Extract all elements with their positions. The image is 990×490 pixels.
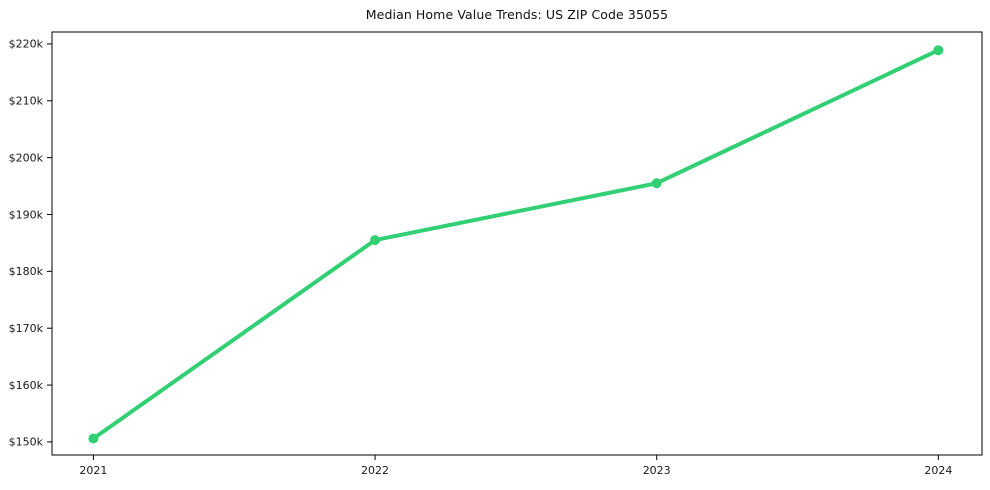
x-tick-label: 2022 — [361, 464, 389, 477]
trend-line — [91, 48, 941, 441]
x-tick-label: 2023 — [643, 464, 671, 477]
data-point — [88, 433, 99, 444]
y-tick-label: $180k — [9, 265, 44, 278]
y-tick-label: $150k — [9, 436, 44, 449]
y-tick-label: $200k — [9, 151, 44, 164]
x-tick-label: 2021 — [79, 464, 107, 477]
data-point — [370, 235, 381, 246]
chart-title: Median Home Value Trends: US ZIP Code 35… — [365, 7, 669, 22]
y-tick-label: $210k — [9, 95, 44, 108]
y-tick-label: $160k — [9, 379, 44, 392]
y-tick-label: $190k — [9, 208, 44, 221]
y-tick-label: $220k — [9, 38, 44, 51]
data-point — [933, 45, 944, 56]
data-point — [651, 178, 662, 189]
y-tick-label: $170k — [9, 322, 44, 335]
plot-border — [51, 31, 983, 456]
x-tick-label: 2024 — [924, 464, 952, 477]
